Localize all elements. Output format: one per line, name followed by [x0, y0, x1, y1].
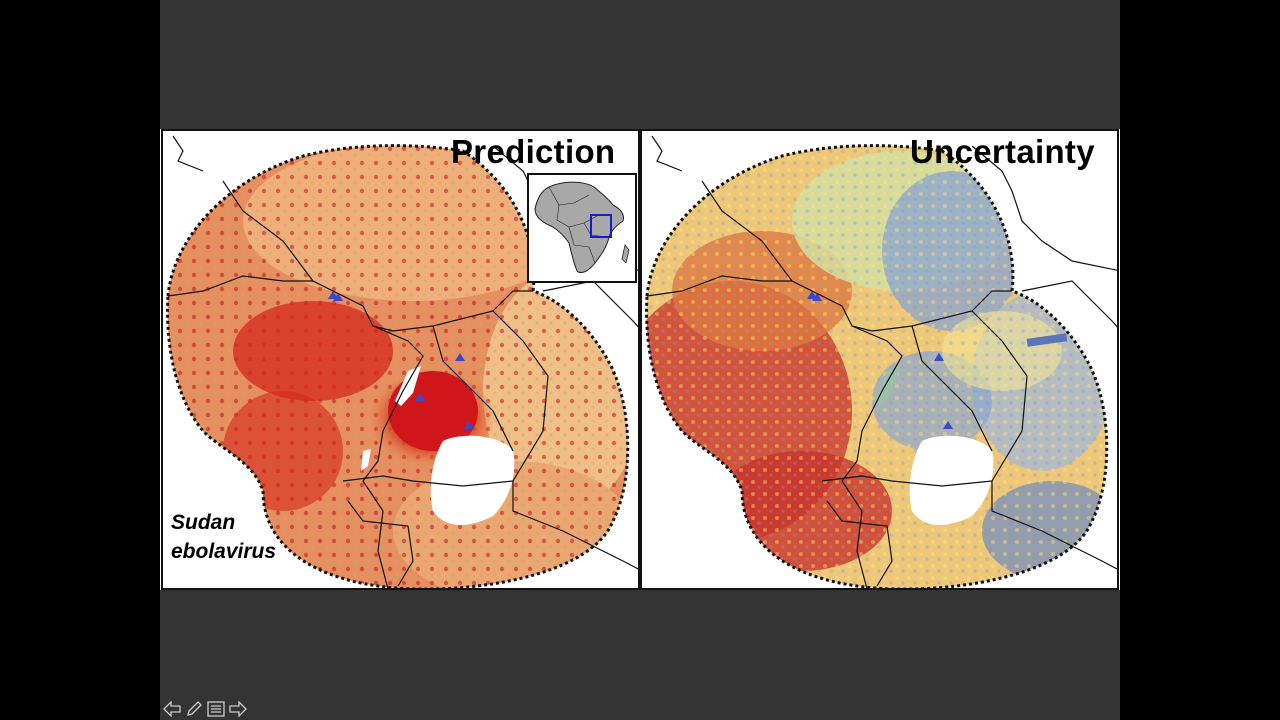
- figure: Prediction Sudan ebolavirus: [160, 129, 1120, 590]
- prediction-title: Prediction: [451, 133, 616, 170]
- prediction-panel: Prediction Sudan ebolavirus: [161, 129, 640, 590]
- pen-icon[interactable]: [184, 700, 203, 719]
- africa-locator-map: [534, 181, 630, 274]
- uncertainty-panel: Uncertainty: [640, 129, 1119, 590]
- presentation-controls: [162, 698, 247, 720]
- uncertainty-title: Uncertainty: [910, 133, 1095, 170]
- back-arrow-icon[interactable]: [162, 700, 181, 719]
- slide: Prediction Sudan ebolavirus: [160, 0, 1120, 720]
- menu-icon[interactable]: [206, 700, 225, 719]
- species-name-line1: Sudan: [171, 511, 236, 534]
- forward-arrow-icon[interactable]: [228, 700, 247, 719]
- species-name-line2: ebolavirus: [171, 540, 277, 563]
- uncertainty-map: [642, 131, 1117, 588]
- species-label: Sudan ebolavirus: [171, 508, 276, 566]
- africa-locator-inset: [527, 173, 637, 283]
